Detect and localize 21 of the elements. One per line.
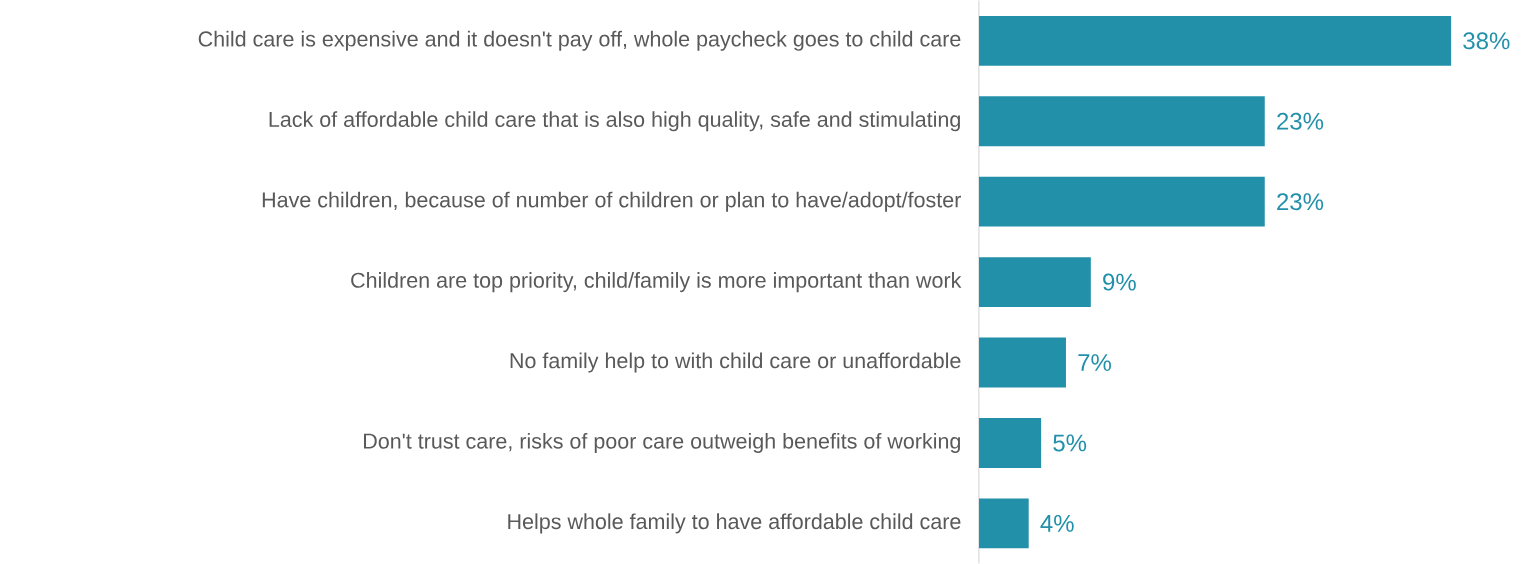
data-label: 9% (1103, 273, 1136, 291)
bar (979, 96, 1265, 147)
y-tick-label: Lack of affordable child care that is also high quality, safe and stimulating (269, 111, 960, 132)
data-label: 7% (1078, 354, 1111, 371)
bar (979, 337, 1066, 388)
data-label: 23% (1277, 193, 1324, 211)
y-tick-label: Helps whole family to have affordable child care (508, 513, 961, 534)
bar (979, 176, 1265, 227)
data-label: 38% (1463, 32, 1510, 50)
bar (979, 15, 1452, 66)
data-label: 23% (1277, 112, 1324, 130)
data-label: 5% (1053, 434, 1087, 452)
bar (979, 417, 1042, 468)
bar (979, 498, 1029, 549)
y-tick-label: Children are top priority, child/family is more important than work (351, 271, 962, 293)
y-tick-label: Child care is expensive and it doesn't pay off, whole paycheck goes to child care (198, 30, 961, 51)
y-tick-label: Don't trust care, risks of poor care outweigh benefits of working (364, 432, 960, 453)
bar (979, 257, 1091, 307)
y-tick-label: Have children, because of number of children or plan to have/adopt/foster (262, 191, 961, 212)
data-label: 4% (1040, 514, 1074, 532)
y-tick-label: No family help to with child care or unaffordable (510, 352, 961, 373)
